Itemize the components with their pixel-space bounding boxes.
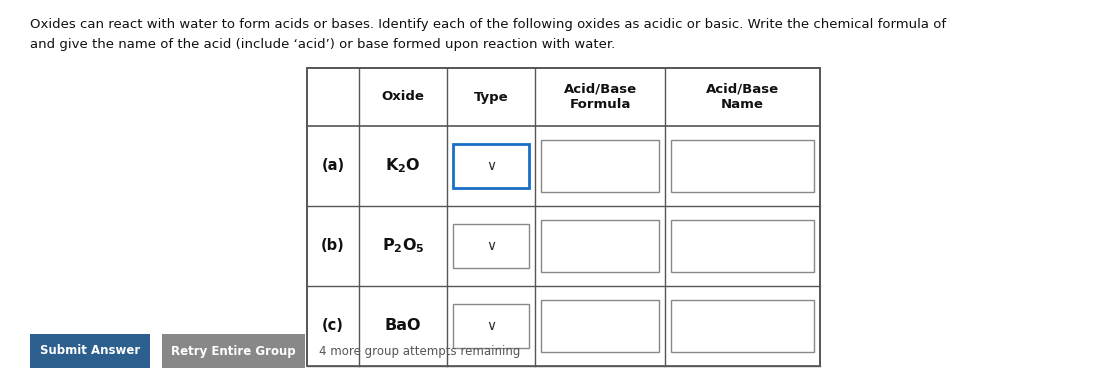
Text: (a): (a) — [321, 159, 345, 174]
Bar — [671, 300, 814, 352]
Text: Oxide: Oxide — [382, 91, 424, 104]
Bar — [671, 220, 814, 272]
Text: ∨: ∨ — [486, 319, 496, 333]
Text: Submit Answer: Submit Answer — [40, 344, 140, 358]
Text: Acid/Base
Name: Acid/Base Name — [706, 83, 780, 111]
Text: 4 more group attempts remaining: 4 more group attempts remaining — [319, 344, 521, 358]
Text: ∨: ∨ — [486, 239, 496, 253]
Bar — [541, 300, 659, 352]
Text: Acid/Base
Formula: Acid/Base Formula — [563, 83, 636, 111]
Text: (c): (c) — [323, 318, 344, 333]
Bar — [541, 220, 659, 272]
Bar — [452, 144, 529, 188]
Bar — [30, 334, 150, 368]
Bar — [671, 140, 814, 192]
Text: BaO: BaO — [385, 318, 421, 333]
Bar — [452, 224, 529, 268]
Bar — [307, 68, 820, 366]
Text: Retry Entire Group: Retry Entire Group — [171, 344, 296, 358]
Text: and give the name of the acid (include ‘acid’) or base formed upon reaction with: and give the name of the acid (include ‘… — [30, 38, 615, 51]
Text: (b): (b) — [321, 238, 345, 253]
Bar — [452, 304, 529, 348]
Text: $\mathbf{K_{2}O}$: $\mathbf{K_{2}O}$ — [385, 157, 421, 175]
Bar — [541, 140, 659, 192]
Text: $\mathbf{P_{2}O_{5}}$: $\mathbf{P_{2}O_{5}}$ — [382, 237, 424, 255]
Bar — [162, 334, 305, 368]
Text: Type: Type — [474, 91, 508, 104]
Text: Oxides can react with water to form acids or bases. Identify each of the followi: Oxides can react with water to form acid… — [30, 18, 946, 31]
Text: ∨: ∨ — [486, 159, 496, 173]
